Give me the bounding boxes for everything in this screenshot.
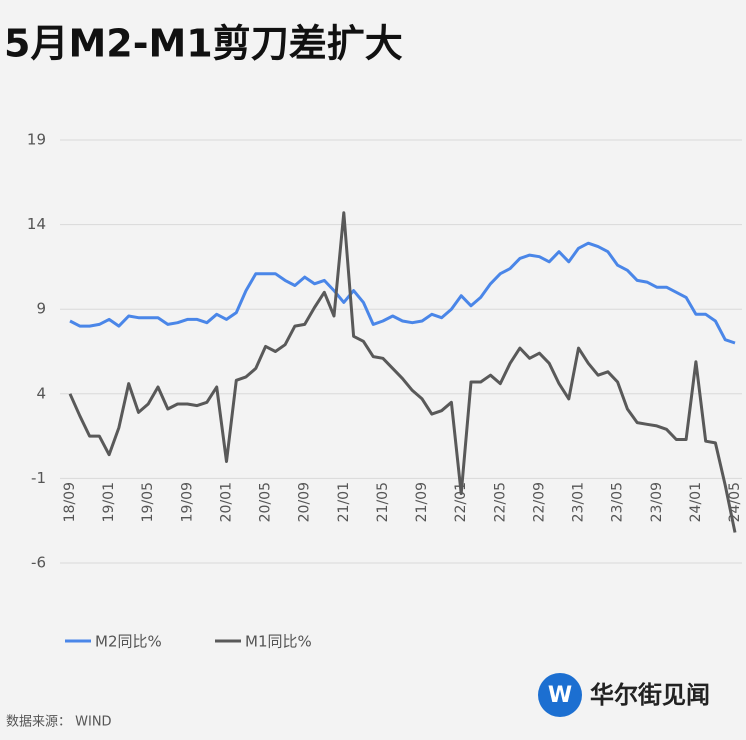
source: 数据来源： WIND	[6, 715, 112, 730]
y-tick-label: -6	[31, 554, 46, 572]
x-tick-label: 22/01	[453, 482, 469, 522]
series-line	[69, 241, 736, 345]
series-line	[68, 211, 737, 533]
x-tick-label: 22/05	[492, 482, 508, 522]
y-tick-label: 9	[36, 300, 46, 318]
x-tick-label: 20/05	[258, 482, 274, 522]
legend-label: M2同比%	[95, 633, 162, 651]
x-tick-label: 20/09	[297, 482, 313, 522]
x-tick-label: 23/09	[649, 482, 665, 522]
x-tick-label: 24/01	[688, 482, 704, 522]
y-tick-label: 19	[27, 131, 46, 149]
y-tick-label: 4	[36, 384, 46, 402]
x-tick-label: 19/05	[140, 482, 156, 522]
logo-text: 华尔街见闻	[590, 681, 710, 709]
logo-glyph: W	[548, 683, 572, 708]
x-tick-label: 21/09	[414, 482, 430, 522]
x-tick-label: 23/01	[571, 482, 587, 522]
chart-title: 5月M2-M1剪刀差扩大	[4, 22, 403, 66]
x-tick-label: 23/05	[610, 482, 626, 522]
x-tick-label: 21/01	[336, 482, 352, 522]
y-tick-label: 14	[27, 215, 46, 233]
x-tick-label: 18/09	[62, 482, 78, 522]
logo-icon	[538, 673, 582, 717]
y-tick-label: -1	[31, 469, 46, 487]
x-tick-label: 22/09	[531, 482, 547, 522]
x-tick-label: 21/05	[375, 482, 391, 522]
x-tick-label: 20/01	[218, 482, 234, 522]
legend-label: M1同比%	[245, 633, 312, 651]
x-tick-label: 19/01	[101, 482, 117, 522]
x-tick-label: 19/09	[179, 482, 195, 522]
